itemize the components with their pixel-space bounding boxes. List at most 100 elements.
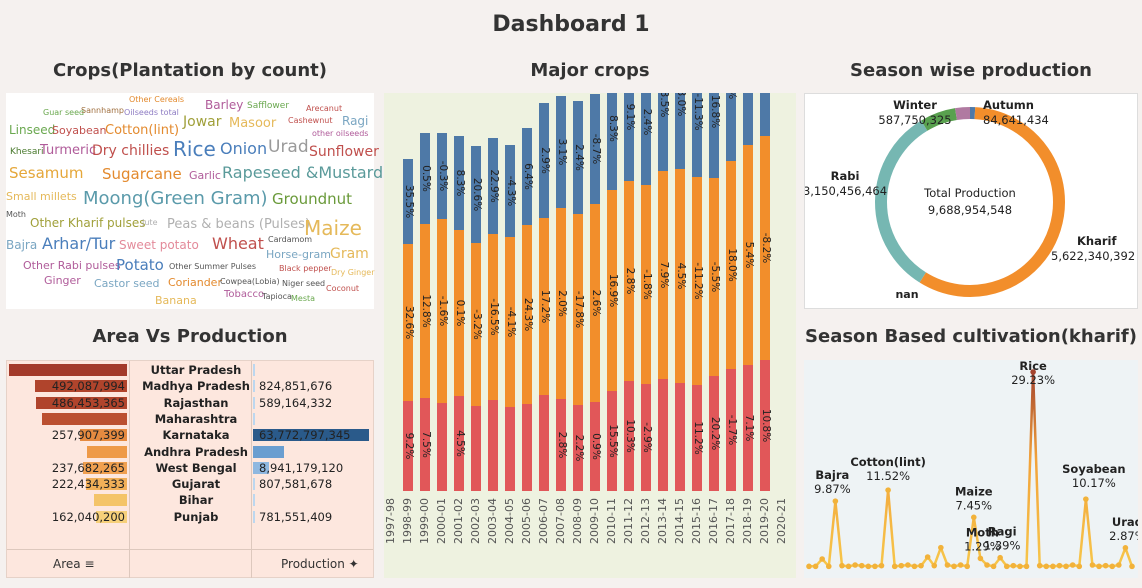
bar-orange-1999-00[interactable] <box>420 224 430 398</box>
production-pin-button[interactable]: Production ✦ <box>281 557 359 571</box>
word-other-rabi-pulses[interactable]: Other Rabi pulses <box>23 259 121 272</box>
bar-orange-2017-18[interactable] <box>726 161 736 369</box>
kharif-point[interactable] <box>1017 563 1023 570</box>
word-urad[interactable]: Urad <box>268 137 309 157</box>
word-maize[interactable]: Maize <box>304 216 362 240</box>
bar-blue-2010-11[interactable] <box>607 67 617 190</box>
kharif-point[interactable] <box>1116 562 1122 568</box>
word-guar-seed[interactable]: Guar seed <box>43 108 85 117</box>
word-niger-seed[interactable]: Niger seed <box>282 279 326 288</box>
bar-orange-2002-03[interactable] <box>471 243 481 406</box>
bar-blue-2014-15[interactable] <box>675 37 685 169</box>
avp-row[interactable]: 237,682,265 West Bengal 8,941,179,120 <box>7 460 375 476</box>
kharif-point[interactable] <box>984 562 990 568</box>
production-bar[interactable] <box>253 364 255 376</box>
bar-red-2010-11[interactable] <box>607 391 617 491</box>
area-bar[interactable] <box>87 445 127 458</box>
kharif-point[interactable] <box>1122 545 1129 551</box>
word-dry-ginger[interactable]: Dry Ginger <box>331 268 375 277</box>
kharif-point[interactable] <box>878 562 885 569</box>
area-bar[interactable] <box>36 396 127 409</box>
word-potato[interactable]: Potato <box>116 256 164 274</box>
avp-row[interactable]: 257,907,399 Karnataka 63,772,797,345 <box>7 427 375 443</box>
donut-segment-kharif[interactable] <box>919 107 1065 297</box>
kharif-point[interactable] <box>918 562 924 569</box>
donut-segment-winter[interactable] <box>921 108 958 131</box>
bar-orange-2018-19[interactable] <box>743 145 753 365</box>
bar-orange-2004-05[interactable] <box>505 237 515 407</box>
bar-red-2016-17[interactable] <box>709 376 719 491</box>
production-bar[interactable] <box>253 412 255 425</box>
kharif-point[interactable] <box>858 562 865 569</box>
bar-blue-2013-14[interactable] <box>658 37 668 171</box>
kharif-point[interactable] <box>898 562 905 569</box>
word-wheat[interactable]: Wheat <box>212 234 264 253</box>
kharif-point[interactable] <box>1063 563 1069 570</box>
kharif-point[interactable] <box>951 563 957 570</box>
bar-red-2004-05[interactable] <box>505 407 515 491</box>
bar-blue-2012-13[interactable] <box>641 59 651 185</box>
bar-orange-2000-01[interactable] <box>437 219 447 403</box>
kharif-point[interactable] <box>832 498 839 504</box>
bar-orange-2019-20[interactable] <box>760 136 770 360</box>
bar-red-2002-03[interactable] <box>471 406 481 491</box>
kharif-point[interactable] <box>1030 369 1036 375</box>
kharif-point[interactable] <box>964 563 971 570</box>
kharif-point[interactable] <box>839 562 845 569</box>
word-rice[interactable]: Rice <box>173 137 216 161</box>
kharif-point[interactable] <box>905 562 911 568</box>
kharif-point[interactable] <box>1003 563 1010 570</box>
bar-blue-1998-99[interactable] <box>403 159 413 244</box>
kharif-point[interactable] <box>924 554 931 560</box>
bar-red-2007-08[interactable] <box>556 399 566 491</box>
word-jute[interactable]: Jute <box>142 218 158 227</box>
avp-row[interactable]: 222,434,333 Gujarat 807,581,678 <box>7 476 375 492</box>
production-bar[interactable] <box>253 445 284 458</box>
area-bar[interactable] <box>86 478 127 491</box>
bar-orange-2005-06[interactable] <box>522 225 532 404</box>
word-other-cereals[interactable]: Other Cereals <box>129 95 185 104</box>
bar-red-2000-01[interactable] <box>437 403 447 491</box>
avp-row[interactable]: Uttar Pradesh <box>7 362 375 378</box>
bar-orange-2013-14[interactable] <box>658 171 668 379</box>
word-sunflower[interactable]: Sunflower <box>309 144 379 160</box>
word-banana[interactable]: Banana <box>155 294 197 307</box>
bar-red-2001-02[interactable] <box>454 396 464 491</box>
bar-blue-2003-04[interactable] <box>488 138 498 234</box>
avp-row[interactable]: 162,040,200 Punjab 781,551,409 <box>7 509 375 525</box>
production-bar[interactable] <box>253 429 369 442</box>
bar-blue-2002-03[interactable] <box>471 146 481 243</box>
bar-orange-2003-04[interactable] <box>488 234 498 400</box>
kharif-point[interactable] <box>911 563 918 570</box>
bar-red-2005-06[interactable] <box>522 404 532 491</box>
kharif-point[interactable] <box>1069 562 1076 568</box>
production-bar[interactable] <box>253 380 255 393</box>
bar-blue-2017-18[interactable] <box>726 7 736 161</box>
word-cotton-lint[interactable]: Cotton(lint) <box>105 123 180 138</box>
word-linseed[interactable]: Linseed <box>9 123 56 137</box>
kharif-point[interactable] <box>825 563 832 570</box>
kharif-point[interactable] <box>938 544 944 551</box>
bar-blue-2011-12[interactable] <box>624 53 634 181</box>
kharif-point[interactable] <box>1023 563 1030 570</box>
word-small-millets[interactable]: Small millets <box>6 190 77 203</box>
kharif-point[interactable] <box>865 563 872 570</box>
kharif-point[interactable] <box>1050 563 1056 570</box>
bar-blue-2007-08[interactable] <box>556 96 566 208</box>
word-peas-beans-pulses[interactable]: Peas & beans (Pulses) <box>167 217 311 232</box>
bar-red-2008-09[interactable] <box>573 405 583 491</box>
bar-blue-2001-02[interactable] <box>454 136 464 230</box>
word-black-pepper[interactable]: Black pepper <box>279 264 332 273</box>
kharif-point[interactable] <box>957 562 964 568</box>
word-soyabean[interactable]: Soyabean <box>52 124 107 137</box>
bar-red-2003-04[interactable] <box>488 400 498 491</box>
avp-row[interactable]: 492,087,994 Madhya Pradesh 824,851,676 <box>7 378 375 394</box>
bar-orange-2010-11[interactable] <box>607 190 617 391</box>
production-bar[interactable] <box>253 396 255 409</box>
production-bar[interactable] <box>253 461 269 474</box>
kharif-point[interactable] <box>1043 563 1050 570</box>
kharif-point[interactable] <box>990 563 997 570</box>
kharif-point[interactable] <box>1109 563 1116 570</box>
kharif-point[interactable] <box>997 554 1003 561</box>
kharif-point[interactable] <box>1096 563 1102 570</box>
